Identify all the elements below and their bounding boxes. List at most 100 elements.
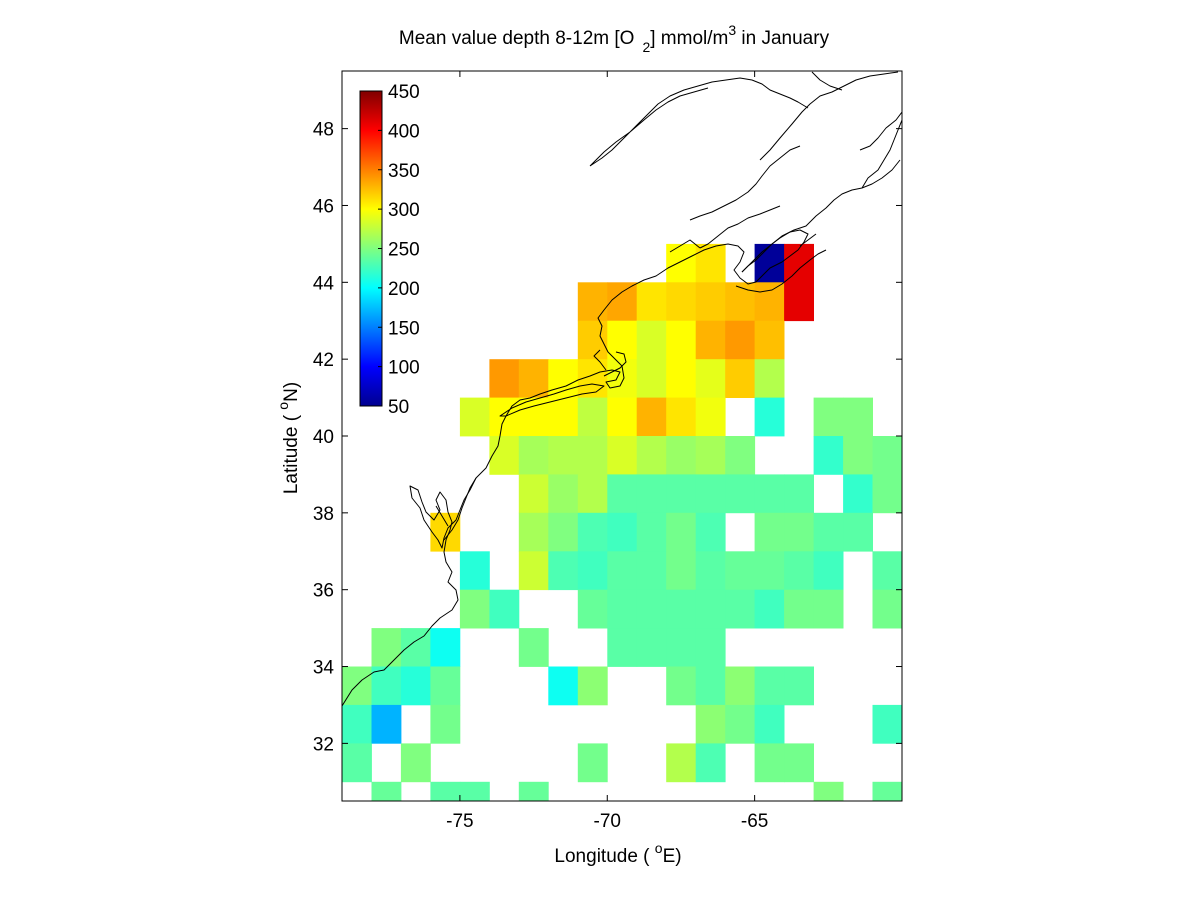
- heatmap-cell: [695, 397, 726, 437]
- heatmap-cell: [518, 551, 549, 591]
- title-mid: ] mmol/m: [650, 28, 728, 49]
- heatmap-cell: [548, 436, 579, 475]
- y-tick-label: 40: [313, 427, 334, 448]
- heatmap-cell: [607, 320, 638, 360]
- heatmap-cell: [430, 628, 461, 667]
- heatmap-cell: [872, 589, 902, 629]
- heatmap-cell: [636, 512, 667, 552]
- heatmap-cell: [548, 551, 579, 591]
- heatmap-cell: [518, 512, 549, 552]
- heatmap-cell: [342, 743, 372, 783]
- y-tick-label: 34: [313, 658, 335, 679]
- heatmap-cell: [342, 704, 372, 744]
- heatmap-cell: [843, 474, 873, 514]
- heatmap-cell: [695, 589, 726, 629]
- heatmap-cell: [813, 589, 844, 629]
- colorbar-tick-label: 350: [388, 161, 420, 182]
- coastline: [342, 71, 902, 707]
- heatmap-cell: [784, 243, 814, 283]
- heatmap-cell: [518, 359, 549, 398]
- heatmap-cell: [725, 436, 756, 475]
- heatmap-cell: [843, 436, 873, 475]
- heatmap-cell: [784, 589, 814, 629]
- coastline-gaspe: [759, 71, 899, 161]
- y-tick-label: 38: [313, 504, 334, 525]
- heatmap-cell: [813, 512, 844, 552]
- heatmap-cell: [725, 282, 756, 322]
- heatmap-cell: [636, 551, 667, 591]
- heatmap-cell: [695, 704, 726, 744]
- y-tick-label: 36: [313, 581, 334, 602]
- heatmap-cell: [695, 666, 726, 706]
- heatmap-cell: [754, 359, 785, 398]
- heatmap-cell: [754, 282, 785, 322]
- heatmap-cell: [695, 512, 726, 552]
- heatmap-cell: [489, 359, 520, 398]
- heatmap-cell: [725, 666, 756, 706]
- colorbar-tick-label: 450: [388, 82, 420, 103]
- heatmap-cell: [813, 397, 844, 437]
- heatmap-cell: [371, 666, 402, 706]
- heatmap-cell: [725, 359, 756, 398]
- heatmap-cell: [607, 397, 638, 437]
- heatmap-cell: [636, 282, 667, 322]
- heatmap-cell: [577, 320, 608, 360]
- heatmap-cell: [607, 282, 638, 322]
- heatmap-cell: [666, 551, 697, 591]
- axis-ticks: -75 -70 -65 32 34 36 38 40 42 44 46 48: [313, 71, 902, 832]
- heatmap-cell: [459, 397, 490, 437]
- heatmap-cell: [607, 359, 638, 398]
- colorbar-tick-label: 100: [388, 358, 420, 379]
- y-tick-label: 48: [313, 120, 334, 141]
- heatmap-cell: [577, 589, 608, 629]
- heatmap-cell: [784, 474, 814, 514]
- heatmap-cell: [725, 704, 756, 744]
- heatmap-cell: [459, 589, 490, 629]
- heatmap-cell: [577, 282, 608, 322]
- coastline-us-east: [342, 229, 809, 707]
- x-axis-label-unit: E): [663, 846, 682, 867]
- heatmap-cell: [872, 474, 902, 514]
- y-tick-label: 42: [313, 350, 334, 371]
- heatmap-cells: [342, 243, 902, 801]
- heatmap-cell: [636, 628, 667, 667]
- heatmap-cell: [607, 589, 638, 629]
- heatmap-cell: [400, 628, 431, 667]
- heatmap-cell: [784, 666, 814, 706]
- coastline-canada: [669, 111, 902, 273]
- heatmap-cell: [725, 589, 756, 629]
- heatmap-cell: [577, 474, 608, 514]
- heatmap-cell: [459, 781, 490, 801]
- heatmap-cell: [636, 436, 667, 475]
- chart-title: Mean value depth 8-12m [O 2] mmol/m3 in J…: [399, 22, 830, 55]
- heatmap-cell: [666, 628, 697, 667]
- colorbar: 50 100 150 200 250 300 350 400 450: [359, 82, 420, 418]
- heatmap-cell: [430, 781, 461, 801]
- heatmap-cell: [400, 743, 431, 783]
- heatmap-cell: [518, 781, 549, 801]
- heatmap-cell: [430, 666, 461, 706]
- heatmap-cell: [371, 781, 402, 801]
- heatmap-cell: [666, 743, 697, 783]
- heatmap-cell: [459, 551, 490, 591]
- heatmap-cell: [518, 628, 549, 667]
- heatmap-cell: [754, 551, 785, 591]
- heatmap-cell: [754, 704, 785, 744]
- colorbar-tick-label: 250: [388, 240, 420, 261]
- y-axis-label-unit: N): [281, 382, 302, 402]
- heatmap-cell: [666, 320, 697, 360]
- heatmap-cell: [371, 628, 402, 667]
- heatmap-cell: [371, 704, 402, 744]
- heatmap-cell: [872, 551, 902, 591]
- heatmap-cell: [695, 282, 726, 322]
- heatmap-cell: [577, 743, 608, 783]
- heatmap-cell: [518, 436, 549, 475]
- heatmap-cell: [695, 243, 726, 283]
- x-tick-label: -75: [446, 811, 473, 832]
- heatmap-cell: [695, 436, 726, 475]
- heatmap-cell: [695, 628, 726, 667]
- y-axis-label-text: Latitude (: [281, 410, 302, 495]
- coastline-cape-cod: [593, 349, 627, 377]
- coastline-nova-scotia: [735, 233, 827, 293]
